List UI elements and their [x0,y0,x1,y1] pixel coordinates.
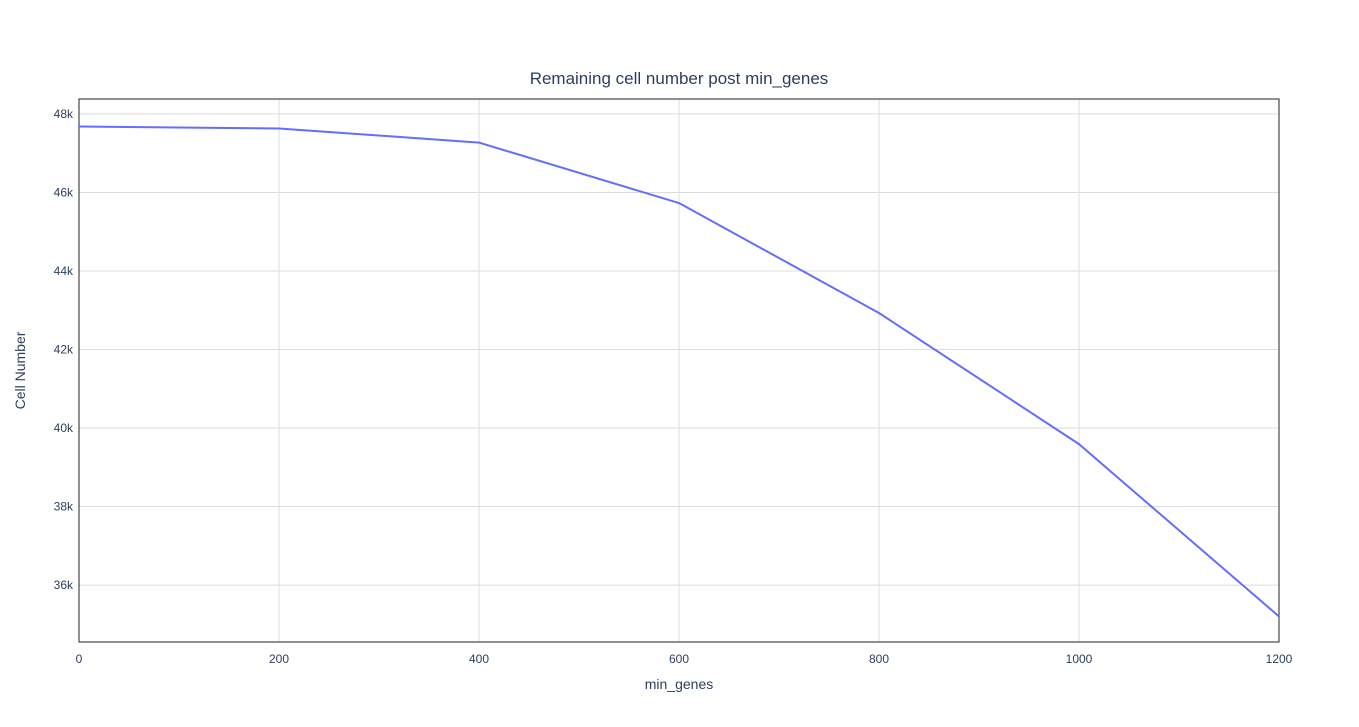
series-layer [78,125,1280,618]
x-axis-title: min_genes [645,676,714,692]
data-point [878,311,880,314]
y-tick-label: 48k [54,107,74,121]
grid-lines [79,99,1279,642]
data-point [478,141,480,144]
data-point [78,125,80,128]
y-axis-ticks: 36k 38k 40k 42k 44k 46k 48k [54,107,74,592]
data-point [1278,615,1280,618]
y-tick-label: 46k [54,185,74,199]
chart-title: Remaining cell number post min_genes [530,69,829,88]
y-tick-label: 40k [54,421,74,435]
plot-area-border [78,98,1280,643]
data-point [1078,443,1080,446]
x-tick-label: 200 [269,652,289,666]
x-tick-label: 1000 [1066,652,1093,666]
data-point [678,202,680,205]
x-tick-label: 0 [76,652,83,666]
x-tick-label: 1200 [1266,652,1293,666]
x-tick-label: 400 [469,652,489,666]
y-tick-label: 38k [54,500,74,514]
data-point [278,127,280,130]
y-tick-label: 44k [54,264,74,278]
y-axis-title: Cell Number [12,331,28,409]
x-tick-label: 800 [869,652,889,666]
x-tick-label: 600 [669,652,689,666]
y-tick-label: 36k [54,578,74,592]
x-axis-ticks: 0 200 400 600 800 1000 1200 [76,652,1293,666]
y-tick-label: 42k [54,342,74,356]
